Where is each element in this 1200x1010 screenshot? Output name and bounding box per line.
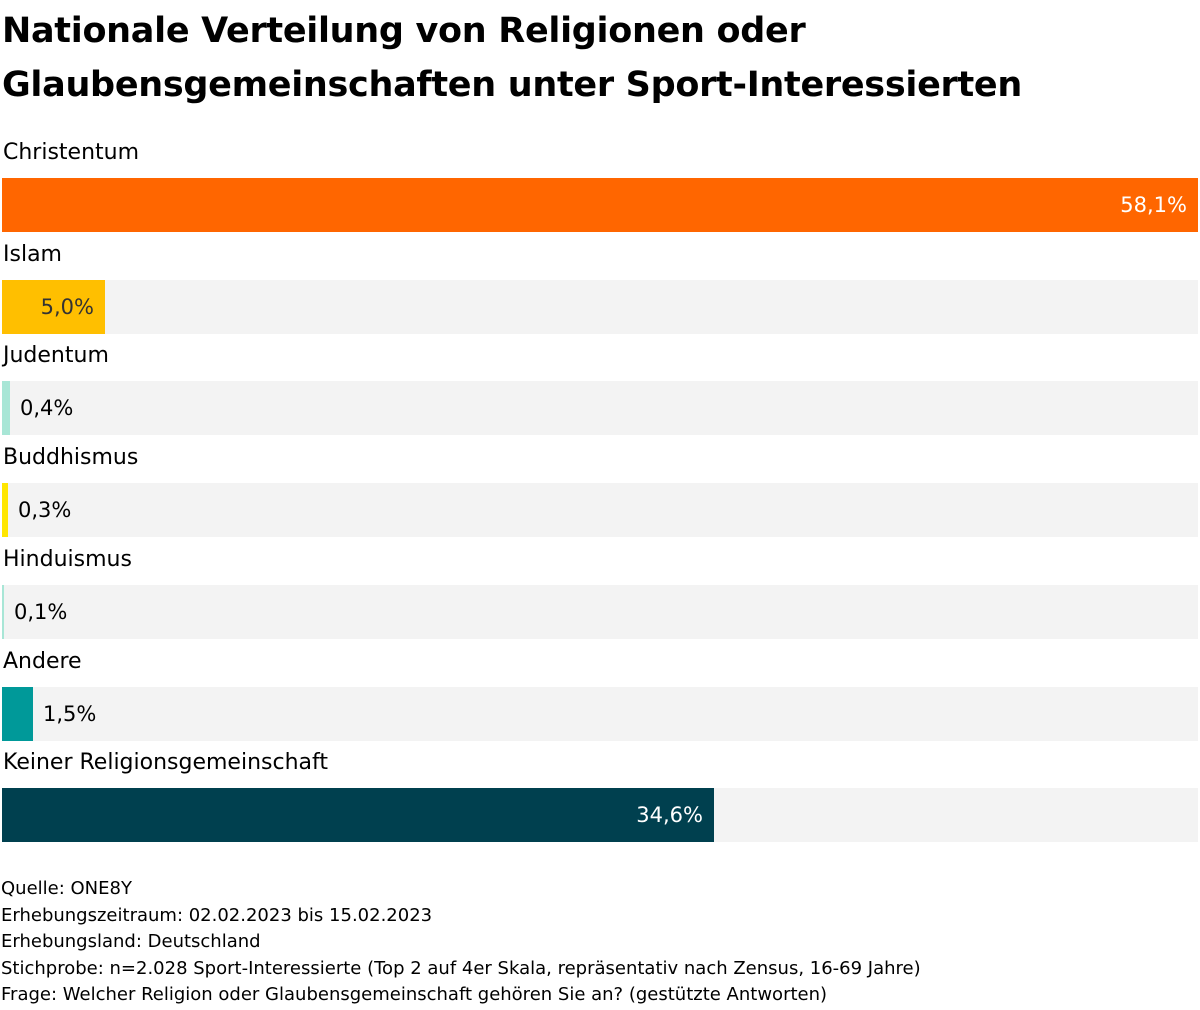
category-label-hinduismus: Hinduismus — [3, 546, 132, 572]
value-label-andere: 1,5% — [43, 701, 97, 726]
chart-title: Nationale Verteilung von Religionen oder… — [2, 11, 1022, 105]
value-label-judentum: 0,4% — [20, 396, 74, 421]
value-label-islam: 5,0% — [40, 294, 94, 319]
bar-buddhismus — [2, 483, 8, 538]
bar-christentum — [2, 178, 1198, 232]
value-label-hinduismus: 0,1% — [14, 599, 68, 624]
bar-track-christentum: 58,1% — [2, 178, 1198, 232]
category-label-buddhismus: Buddhismus — [3, 445, 139, 471]
bar-track-judentum: 0,4% — [2, 381, 1198, 436]
bar-track-keiner-religionsgemeinschaft: 34,6% — [2, 788, 1198, 843]
bar-keiner-religionsgemeinschaft — [2, 788, 714, 843]
question-note: Frage: Welcher Religion oder Glaubensgem… — [1, 984, 828, 1005]
bar-chart: Christentum 58,1% Islam 5,0% Judentum 0,4% Bud… — [2, 140, 1198, 843]
bar-track-andere: 1,5% — [2, 686, 1198, 741]
category-label-islam: Islam — [3, 241, 62, 267]
category-label-keiner-religionsgemeinschaft: Keiner Religionsgemeinschaft — [3, 750, 328, 776]
bar-track-hinduismus: 0,1% — [2, 584, 1198, 639]
bar-hinduismus — [2, 584, 4, 639]
sample-note: Stichprobe: n=2.028 Sport-Interessierte … — [1, 957, 921, 979]
bar-andere — [2, 686, 33, 741]
bar-islam — [2, 279, 105, 334]
value-label-buddhismus: 0,3% — [18, 498, 72, 523]
bar-track-buddhismus: 0,3% — [2, 483, 1198, 538]
category-label-christentum: Christentum — [3, 140, 140, 165]
source-note: Quelle: ONE8Y — [1, 878, 132, 899]
value-label-christentum: 58,1% — [1120, 193, 1187, 217]
survey-period-note: Erhebungszeitraum: 02.02.2023 bis 15.02.… — [1, 904, 433, 926]
category-label-judentum: Judentum — [3, 343, 109, 369]
bar-track-islam: 5,0% — [2, 279, 1198, 334]
bar-judentum — [2, 381, 10, 436]
category-label-andere: Andere — [3, 648, 82, 674]
chart-footer: Quelle: ONE8Y Erhebungszeitraum: 02.02.2… — [1, 876, 921, 1009]
survey-country-note: Erhebungsland: Deutschland — [1, 931, 261, 952]
value-label-keiner-religionsgemeinschaft: 34,6% — [636, 803, 703, 828]
